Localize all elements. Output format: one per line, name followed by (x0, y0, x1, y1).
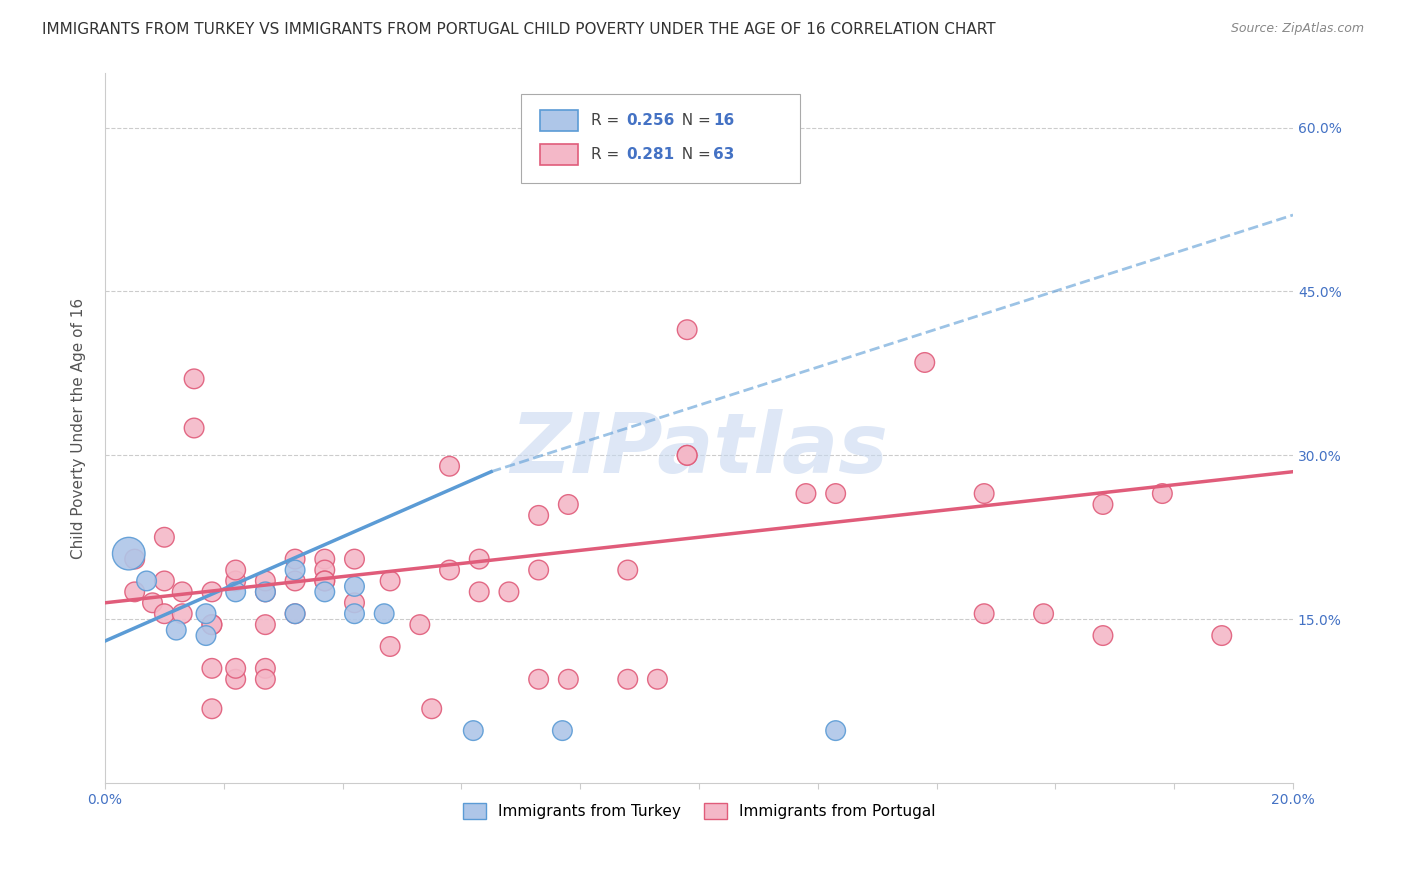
Point (676, 448, 699, 462)
Point (118, 547, 141, 561)
Point (284, 552, 307, 566)
Point (468, 585, 491, 599)
Point (824, 486, 846, 500)
Text: 0.281: 0.281 (627, 147, 675, 162)
Point (676, 323, 699, 337)
Text: ZIPatlas: ZIPatlas (510, 409, 889, 490)
Point (284, 607, 307, 621)
Point (165, 623, 187, 637)
Point (914, 355, 936, 369)
Point (201, 617, 224, 632)
Point (676, 448, 699, 462)
Point (183, 372, 205, 386)
Point (378, 640, 401, 654)
Point (468, 552, 491, 566)
Text: 16: 16 (713, 113, 734, 128)
Point (373, 607, 395, 621)
FancyBboxPatch shape (520, 95, 800, 183)
Point (314, 563, 336, 577)
Text: Source: ZipAtlas.com: Source: ZipAtlas.com (1230, 22, 1364, 36)
Point (1032, 607, 1054, 621)
Point (1211, 629, 1233, 643)
Point (527, 673, 550, 687)
Point (254, 585, 277, 599)
Point (527, 508, 550, 523)
Point (254, 617, 277, 632)
Point (343, 579, 366, 593)
Text: N =: N = (672, 113, 716, 128)
Point (1152, 486, 1174, 500)
Point (172, 607, 194, 621)
FancyBboxPatch shape (540, 144, 578, 165)
Point (824, 723, 846, 738)
Point (409, 617, 432, 632)
Point (194, 629, 217, 643)
Point (172, 585, 194, 599)
Point (284, 574, 307, 588)
Point (225, 661, 247, 675)
Point (254, 574, 277, 588)
Point (527, 563, 550, 577)
Point (314, 552, 336, 566)
Text: 0.256: 0.256 (627, 113, 675, 128)
Point (647, 673, 669, 687)
Point (378, 574, 401, 588)
Point (284, 607, 307, 621)
Point (343, 607, 366, 621)
FancyBboxPatch shape (540, 110, 578, 131)
Point (254, 661, 277, 675)
Point (1091, 629, 1114, 643)
Point (314, 574, 336, 588)
Point (225, 574, 247, 588)
Point (973, 607, 995, 621)
Point (498, 585, 520, 599)
Point (794, 486, 817, 500)
Point (343, 596, 366, 610)
Text: 63: 63 (713, 147, 735, 162)
Point (254, 673, 277, 687)
Point (124, 585, 146, 599)
Point (439, 563, 461, 577)
Y-axis label: Child Poverty Under the Age of 16: Child Poverty Under the Age of 16 (72, 297, 86, 558)
Point (201, 702, 224, 716)
Point (439, 459, 461, 474)
Legend: Immigrants from Turkey, Immigrants from Portugal: Immigrants from Turkey, Immigrants from … (457, 797, 942, 825)
Text: R =: R = (591, 147, 624, 162)
Point (201, 661, 224, 675)
Point (225, 673, 247, 687)
Point (153, 530, 176, 544)
Point (343, 552, 366, 566)
Point (225, 563, 247, 577)
Text: N =: N = (672, 147, 716, 162)
Point (314, 585, 336, 599)
Point (254, 585, 277, 599)
Point (201, 617, 224, 632)
Point (557, 673, 579, 687)
Point (616, 563, 638, 577)
Point (183, 421, 205, 435)
Point (314, 574, 336, 588)
Point (201, 585, 224, 599)
Point (135, 574, 157, 588)
Point (124, 552, 146, 566)
Point (284, 563, 307, 577)
Text: R =: R = (591, 113, 624, 128)
Point (153, 574, 176, 588)
Point (194, 607, 217, 621)
Point (153, 607, 176, 621)
Point (420, 702, 443, 716)
Point (225, 585, 247, 599)
Point (616, 673, 638, 687)
Point (1091, 498, 1114, 512)
Point (973, 486, 995, 500)
Point (463, 723, 485, 738)
Point (557, 498, 579, 512)
Point (141, 596, 163, 610)
Text: IMMIGRANTS FROM TURKEY VS IMMIGRANTS FROM PORTUGAL CHILD POVERTY UNDER THE AGE O: IMMIGRANTS FROM TURKEY VS IMMIGRANTS FRO… (42, 22, 995, 37)
Point (551, 723, 574, 738)
